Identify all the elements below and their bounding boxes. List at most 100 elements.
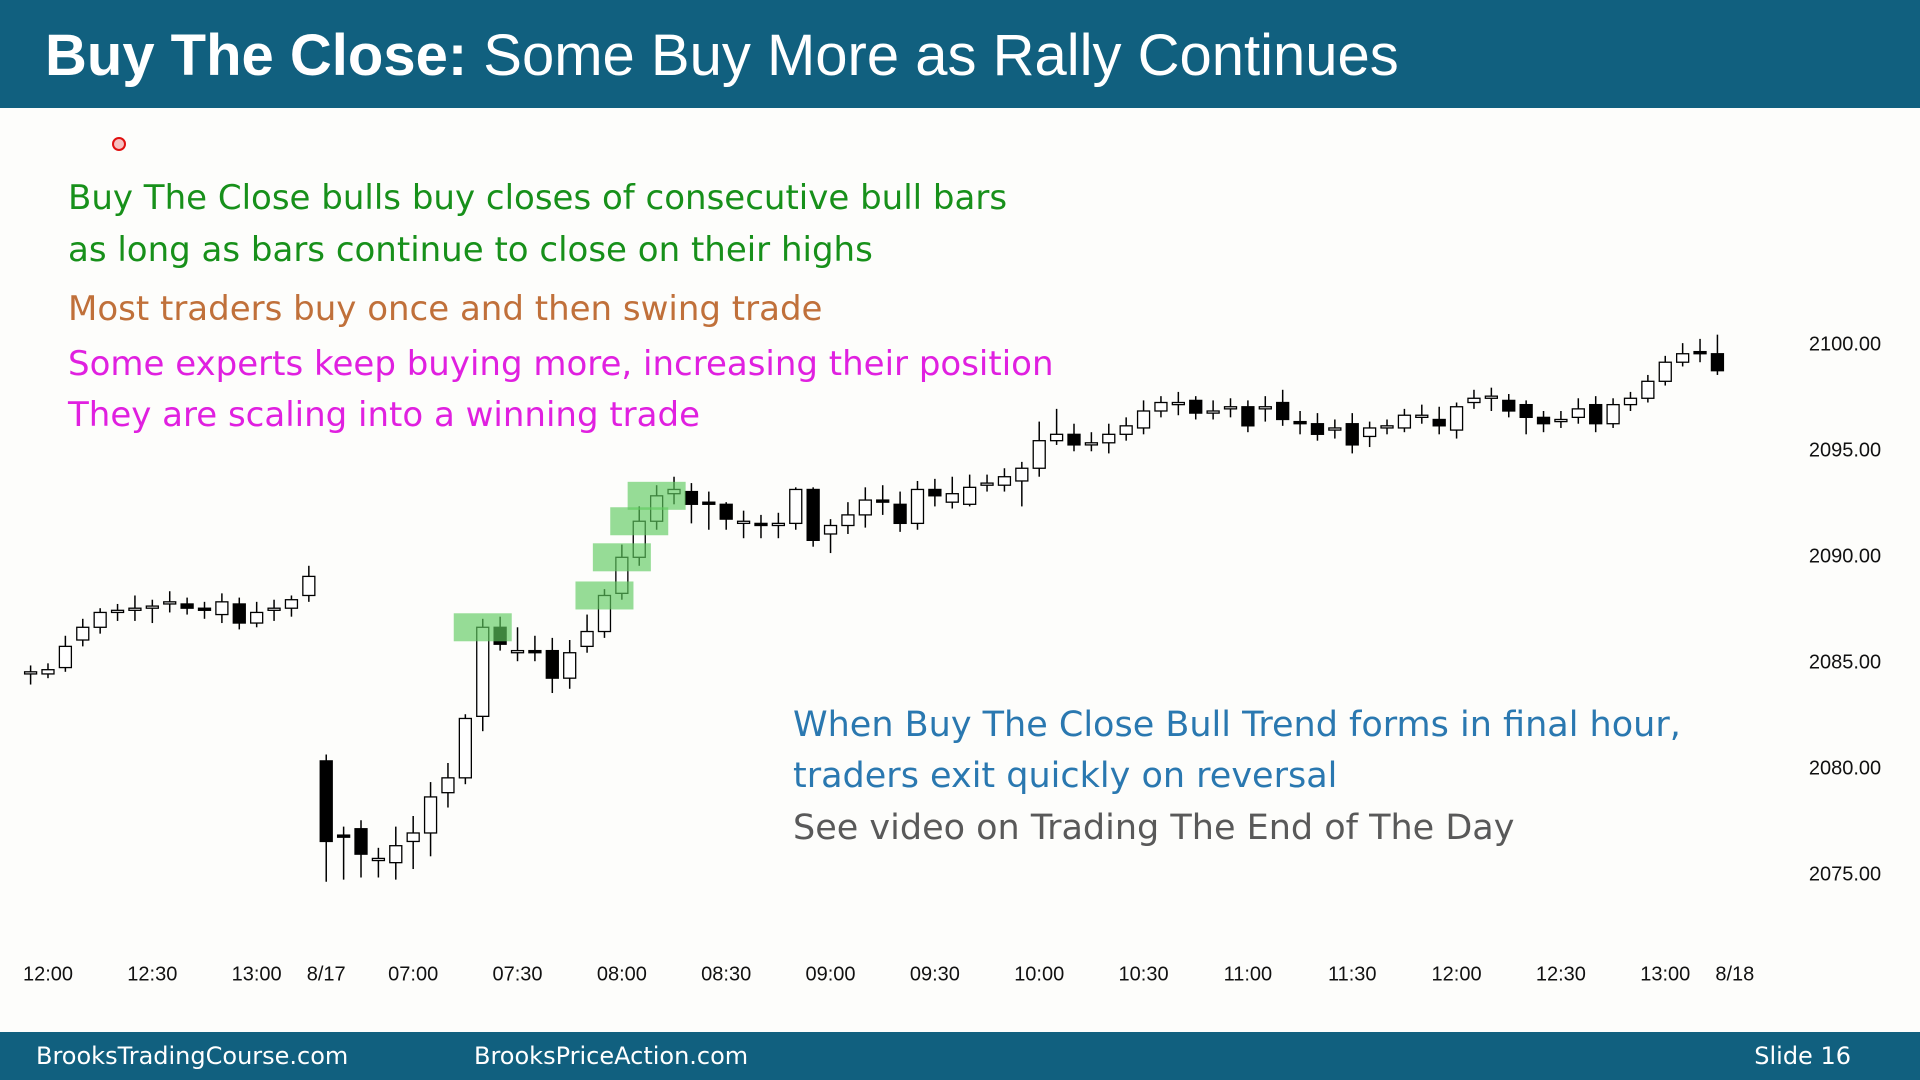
candle-body — [145, 605, 159, 609]
candle-body — [423, 796, 438, 834]
y-tick-label: 2085.00 — [1809, 652, 1881, 674]
x-tick-label: 13:00 — [1640, 963, 1690, 985]
x-tick-label: 09:00 — [806, 963, 856, 985]
y-tick-label: 2075.00 — [1809, 864, 1881, 886]
candle-body — [1484, 395, 1499, 399]
candle-body — [858, 499, 872, 516]
candle-body — [1676, 353, 1690, 363]
footer-site: BrooksTradingCourse.com — [36, 1042, 349, 1070]
x-tick-label: 12:00 — [1432, 963, 1482, 985]
x-tick-label: 07:30 — [492, 963, 542, 985]
note: See video on Trading The End of The Day — [793, 808, 1515, 848]
highlight — [453, 613, 512, 642]
candle-body — [1206, 410, 1220, 414]
candle-body — [928, 488, 942, 497]
candle-body — [806, 488, 820, 541]
candle-body — [180, 603, 194, 609]
candle-body — [110, 609, 125, 614]
candle-body — [980, 482, 994, 486]
candle-body — [1310, 423, 1325, 435]
x-tick-label: 10:00 — [1014, 963, 1064, 985]
candle-body — [1710, 353, 1725, 372]
title-bar: Buy The Close: Some Buy More as Rally Co… — [0, 0, 1920, 108]
candle-body — [1397, 414, 1412, 429]
x-tick-label: 11:00 — [1224, 963, 1273, 985]
candle-body — [1536, 416, 1551, 425]
candle-body — [354, 828, 368, 855]
candle-body — [1154, 401, 1168, 412]
candle-body — [319, 760, 333, 843]
candle-body — [580, 630, 594, 648]
candle-body — [93, 611, 107, 628]
title-lead: Buy The Close: — [45, 23, 468, 88]
y-tick-label: 2095.00 — [1809, 440, 1881, 462]
candle-body — [41, 669, 55, 675]
candle-body — [1049, 433, 1064, 442]
title-rest: Some Buy More as Rally Continues — [483, 23, 1399, 88]
candle-body — [997, 476, 1012, 486]
candle-body — [736, 520, 751, 525]
candle-body — [1015, 467, 1029, 482]
note: traders exit quickly on reversal — [793, 756, 1338, 796]
candle-body — [1258, 406, 1272, 410]
candle-body — [771, 522, 786, 527]
candle-body — [406, 832, 420, 843]
x-tick-label: 8/18 — [1715, 963, 1754, 985]
candle-body — [910, 488, 925, 525]
highlight — [592, 543, 651, 572]
candle-body — [719, 503, 733, 520]
candle-body — [1449, 406, 1464, 431]
candle-body — [1293, 420, 1307, 425]
candle-body — [1658, 361, 1672, 382]
candle-body — [197, 607, 212, 611]
candle-body — [789, 488, 803, 525]
candle-body — [1362, 427, 1377, 438]
candle-body — [563, 652, 577, 679]
x-tick-label: 10:30 — [1119, 963, 1169, 985]
x-tick-label: 07:00 — [388, 963, 438, 985]
candle-body — [250, 611, 264, 624]
y-tick-label: 2100.00 — [1809, 334, 1881, 356]
candle-body — [528, 649, 542, 654]
y-tick-label: 2080.00 — [1809, 758, 1881, 780]
candle-body — [841, 514, 855, 527]
x-tick-label: 8/17 — [307, 963, 346, 985]
x-tick-label: 09:30 — [910, 963, 960, 985]
candle-body — [1276, 401, 1290, 421]
candle-body — [1223, 406, 1238, 410]
candle-body — [336, 834, 351, 838]
candle-body — [128, 607, 142, 611]
candle-body — [1380, 425, 1394, 429]
candle-body — [1345, 423, 1359, 446]
x-tick-label: 08:00 — [597, 963, 647, 985]
highlight — [575, 581, 634, 610]
candle-body — [823, 524, 838, 535]
candle-body — [1554, 418, 1568, 423]
x-tick-label: 08:30 — [701, 963, 751, 985]
candle-body — [1502, 399, 1516, 412]
candle-body — [876, 499, 890, 503]
candle-body — [1589, 403, 1603, 425]
candle-body — [441, 777, 455, 794]
x-tick-label: 11:30 — [1328, 963, 1377, 985]
candle-body — [510, 649, 525, 654]
x-tick-label: 12:30 — [1536, 963, 1586, 985]
candle-body — [702, 501, 716, 505]
candle-body — [1467, 397, 1481, 404]
candle-body — [284, 599, 299, 609]
candle-body — [1606, 403, 1620, 425]
highlight — [627, 481, 686, 510]
note: as long as bars continue to close on the… — [68, 230, 873, 270]
candle-body — [1571, 408, 1585, 419]
slide-number: Slide 16 — [1754, 1042, 1851, 1070]
cursor — [112, 137, 126, 151]
candle-body — [1241, 406, 1255, 427]
candle-body — [1693, 350, 1707, 355]
footer-site: BrooksPriceAction.com — [474, 1042, 749, 1070]
candle-body — [58, 645, 73, 669]
note: Buy The Close bulls buy closes of consec… — [68, 178, 1008, 218]
highlight — [610, 507, 669, 536]
x-tick-label: 12:30 — [127, 963, 177, 985]
candle-body — [1067, 433, 1081, 446]
